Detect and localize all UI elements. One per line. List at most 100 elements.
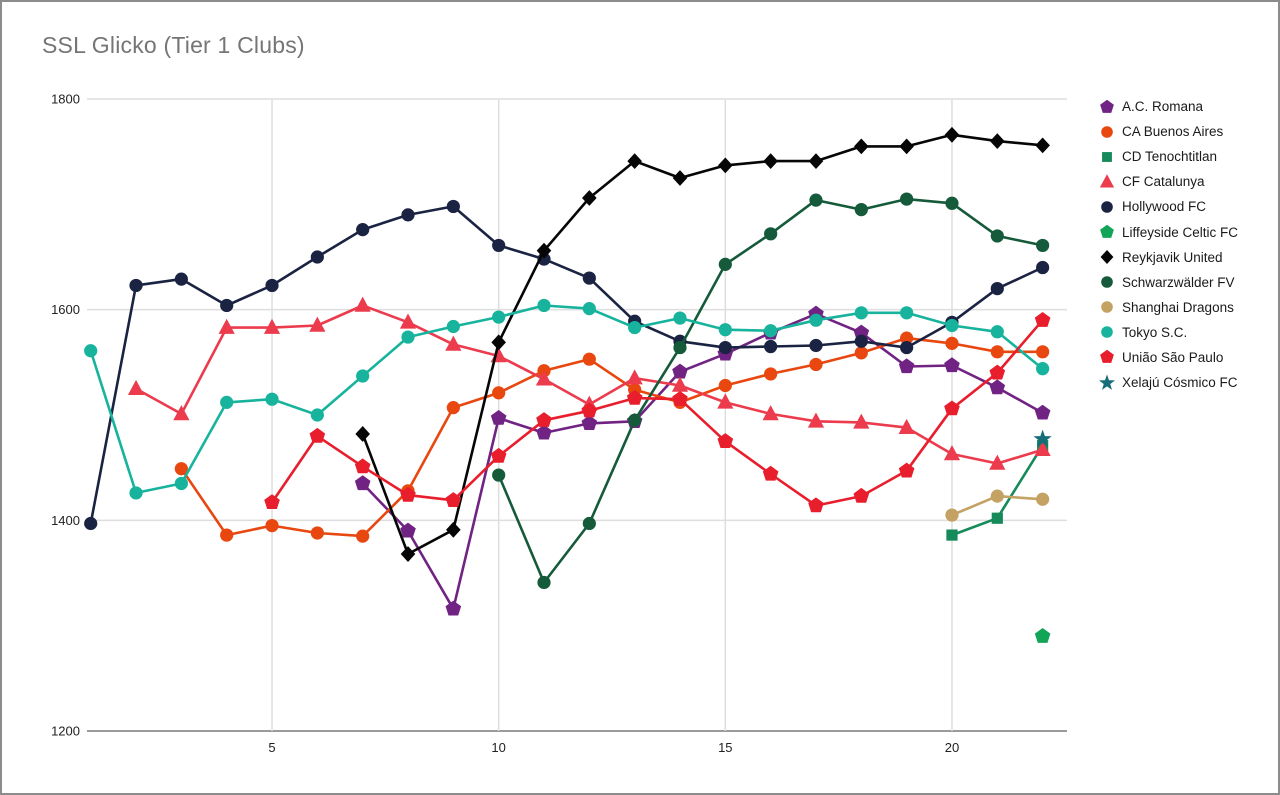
series-a-c-romana xyxy=(354,305,1051,616)
data-point xyxy=(492,310,506,324)
legend-item-cd-tenochtitlan: CD Tenochtitlan xyxy=(1098,144,1238,169)
data-point xyxy=(1034,628,1051,643)
data-point xyxy=(309,427,326,443)
data-point xyxy=(220,395,234,409)
legend-item-ca-buenos-aires: CA Buenos Aires xyxy=(1098,119,1238,144)
data-point xyxy=(626,389,643,405)
data-point xyxy=(536,424,552,440)
hollywood-fc-marker-icon xyxy=(1101,201,1113,213)
circle-icon xyxy=(1101,125,1113,138)
data-point xyxy=(628,320,642,335)
data-point xyxy=(220,298,234,313)
data-point xyxy=(807,412,825,428)
series-line xyxy=(270,318,1044,507)
legend-item-shanghai-dragons: Shanghai Dragons xyxy=(1098,295,1238,320)
data-point xyxy=(129,486,143,500)
data-point xyxy=(84,516,98,531)
schwarzw-lder-fv-marker-icon xyxy=(1101,276,1113,289)
data-point xyxy=(764,339,778,354)
data-point xyxy=(492,386,506,400)
data-point xyxy=(672,391,688,406)
data-point xyxy=(310,408,324,422)
data-point xyxy=(718,378,732,393)
legend-label: Reykjavik United xyxy=(1122,249,1223,265)
series-xelaj-c-smico-fc xyxy=(1033,429,1052,447)
data-point xyxy=(853,324,870,340)
legend-label: Shanghai Dragons xyxy=(1122,299,1234,315)
data-point xyxy=(1034,440,1051,457)
legend-label: CA Buenos Aires xyxy=(1122,124,1224,140)
data-point xyxy=(764,324,778,338)
data-point xyxy=(762,465,779,481)
data-point xyxy=(900,192,914,206)
pentagon-icon xyxy=(1100,224,1114,238)
data-point xyxy=(672,363,688,379)
pentagon-icon xyxy=(1100,350,1114,364)
series-tokyo-s-c xyxy=(84,298,1050,500)
series-line xyxy=(361,133,1044,556)
legend-label: CF Catalunya xyxy=(1122,174,1205,190)
data-point xyxy=(582,271,596,285)
data-point xyxy=(898,418,915,434)
data-point xyxy=(355,426,370,442)
data-point xyxy=(309,316,326,332)
data-point xyxy=(853,487,870,503)
x-tick-label: 10 xyxy=(491,740,505,755)
data-point xyxy=(762,405,779,421)
data-point xyxy=(944,357,960,373)
data-point xyxy=(400,486,416,502)
data-point xyxy=(356,223,370,237)
data-point xyxy=(854,334,868,348)
data-point xyxy=(490,447,507,463)
data-point xyxy=(627,153,642,170)
tokyo-s-c-marker-icon xyxy=(1101,326,1113,339)
data-point xyxy=(990,229,1004,243)
star-icon xyxy=(1098,374,1116,390)
data-point xyxy=(898,462,915,478)
data-point xyxy=(445,492,462,507)
series-uni-o-s-o-paulo xyxy=(264,312,1051,513)
data-point xyxy=(356,529,370,543)
data-point xyxy=(446,319,460,334)
liffeyside-celtic-fc-marker-icon xyxy=(1100,224,1114,238)
data-point xyxy=(900,331,914,345)
uni-o-s-o-paulo-marker-icon xyxy=(1100,350,1114,364)
data-point xyxy=(127,379,145,395)
data-point xyxy=(989,364,1006,380)
series-shanghai-dragons xyxy=(945,489,1050,522)
data-point xyxy=(809,357,823,372)
square-icon xyxy=(1102,151,1112,162)
shanghai-dragons-marker-icon xyxy=(1101,301,1113,314)
chart-title: SSL Glicko (Tier 1 Clubs) xyxy=(42,32,305,58)
data-point xyxy=(718,323,732,337)
data-point xyxy=(943,445,961,461)
data-point xyxy=(401,330,415,344)
data-point xyxy=(174,272,188,286)
data-point xyxy=(445,600,462,616)
y-tick-label: 1600 xyxy=(51,302,80,317)
legend-item-a-c-romana: A.C. Romana xyxy=(1098,94,1238,119)
data-point xyxy=(628,413,642,427)
data-point xyxy=(491,334,506,351)
pentagon-icon xyxy=(1100,99,1114,113)
data-point xyxy=(220,528,234,542)
data-point xyxy=(991,512,1003,524)
data-point xyxy=(1036,238,1050,253)
legend-label: Liffeyside Celtic FC xyxy=(1122,224,1239,240)
data-point xyxy=(1035,137,1050,154)
data-point xyxy=(263,318,281,334)
legend-item-hollywood-fc: Hollywood FC xyxy=(1098,194,1238,219)
legend-label: Xelajú Cósmico FC xyxy=(1122,375,1238,391)
data-point xyxy=(990,133,1005,150)
data-point xyxy=(673,311,687,325)
series-line xyxy=(89,205,1044,525)
circle-icon xyxy=(1101,276,1113,289)
data-point xyxy=(900,340,914,355)
data-point xyxy=(1033,429,1052,447)
data-point xyxy=(945,336,959,350)
data-point xyxy=(990,345,1004,359)
data-point xyxy=(990,325,1004,339)
data-point xyxy=(536,412,552,427)
data-point xyxy=(1036,345,1050,359)
data-point xyxy=(763,153,778,170)
